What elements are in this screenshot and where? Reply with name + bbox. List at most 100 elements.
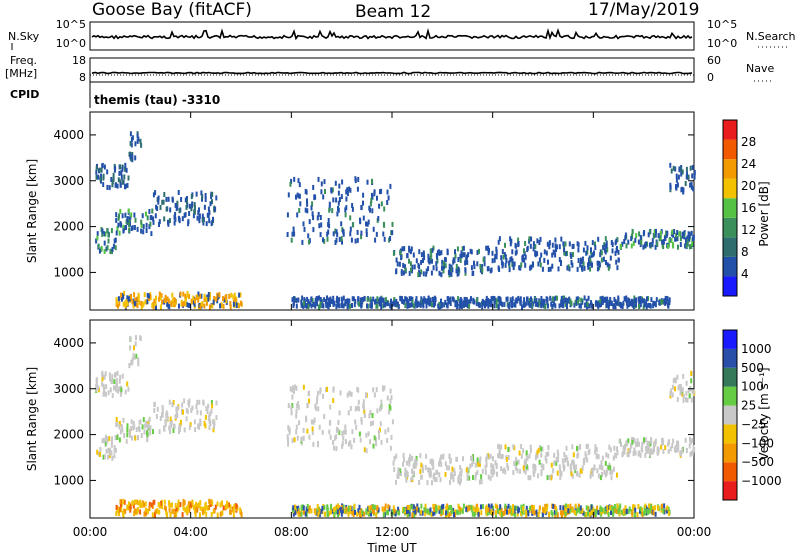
scatter-mark — [325, 299, 327, 304]
scatter-mark — [291, 387, 294, 393]
scatter-mark — [547, 303, 549, 309]
scatter-mark — [375, 231, 378, 237]
scatter-mark — [351, 303, 353, 308]
date-title: 17/May/2019 — [588, 0, 700, 20]
scatter-mark — [408, 296, 411, 302]
scatter-mark — [417, 507, 420, 513]
scatter-mark — [319, 303, 322, 309]
scatter-mark — [630, 236, 633, 242]
scatter-mark — [432, 474, 435, 480]
scatter-mark — [379, 406, 381, 412]
scatter-mark — [335, 504, 338, 510]
scatter-mark — [497, 295, 500, 301]
scatter-mark — [480, 504, 482, 510]
scatter-mark — [342, 295, 345, 301]
scatter-mark — [656, 241, 659, 247]
scatter-mark — [565, 503, 567, 509]
scatter-mark — [148, 416, 151, 422]
scatter-mark — [523, 460, 526, 466]
scatter-mark — [523, 297, 526, 303]
scatter-mark — [566, 250, 568, 256]
scatter-mark — [477, 507, 480, 513]
scatter-mark — [370, 303, 373, 309]
scatter-mark — [298, 182, 301, 188]
scatter-mark — [366, 303, 368, 309]
scatter-mark — [536, 238, 539, 244]
scatter-mark — [646, 508, 649, 514]
scatter-mark — [127, 386, 130, 392]
scatter-mark — [516, 511, 519, 517]
scatter-mark — [413, 264, 416, 270]
scatter-mark — [606, 505, 609, 510]
scatter-mark — [188, 398, 191, 404]
scatter-mark — [499, 504, 502, 510]
scatter-mark — [323, 238, 326, 244]
scatter-mark — [411, 468, 413, 474]
scatter-mark — [479, 461, 481, 467]
scatter-mark — [360, 417, 363, 423]
scatter-mark — [693, 169, 696, 175]
scatter-mark — [327, 218, 330, 223]
scatter-mark — [581, 508, 584, 514]
scatter-mark — [198, 399, 201, 405]
scatter-mark — [519, 468, 522, 474]
scatter-mark — [137, 357, 140, 363]
scatter-mark — [176, 200, 179, 206]
scatter-mark — [493, 299, 496, 305]
scatter-mark — [442, 503, 445, 509]
scatter-mark — [634, 237, 637, 243]
scatter-mark — [469, 248, 472, 254]
scatter-mark — [425, 299, 428, 305]
scatter-mark — [338, 197, 341, 202]
scatter-mark — [363, 409, 366, 415]
scatter-mark — [586, 301, 589, 307]
scatter-mark — [604, 506, 607, 512]
scatter-mark — [354, 176, 357, 182]
scatter-mark — [542, 302, 545, 308]
scatter-mark — [198, 213, 201, 219]
scatter-mark — [495, 246, 498, 252]
scatter-mark — [504, 254, 507, 260]
scatter-mark — [317, 440, 319, 446]
scatter-mark — [668, 297, 671, 303]
scatter-mark — [118, 386, 121, 392]
scatter-mark — [188, 402, 191, 408]
colorbar-tick-label: −500 — [741, 455, 774, 469]
scatter-mark — [692, 186, 695, 192]
scatter-mark — [529, 505, 532, 511]
scatter-mark — [347, 410, 350, 416]
scatter-mark — [594, 241, 596, 247]
scatter-mark — [103, 386, 105, 392]
scatter-mark — [448, 505, 451, 511]
scatter-mark — [107, 390, 110, 396]
scatter-mark — [321, 505, 324, 511]
scatter-mark — [133, 301, 136, 307]
scatter-mark — [540, 452, 543, 458]
scatter-mark — [456, 304, 459, 310]
scatter-mark — [474, 462, 477, 468]
scatter-mark — [676, 182, 679, 188]
scatter-mark — [451, 466, 454, 472]
scatter-mark — [398, 510, 401, 516]
scatter-mark — [117, 303, 119, 309]
scatter-mark — [152, 192, 155, 198]
scatter-mark — [178, 303, 180, 309]
scatter-mark — [156, 206, 159, 211]
scatter-mark — [386, 438, 389, 443]
scatter-mark — [585, 454, 588, 460]
scatter-mark — [352, 296, 355, 302]
scatter-mark — [411, 475, 414, 481]
scatter-mark — [508, 267, 511, 273]
nsky-left-tick-top: 10^5 — [56, 18, 86, 31]
scatter-mark — [134, 499, 137, 505]
scatter-mark — [187, 302, 190, 308]
scatter-mark — [455, 456, 458, 462]
scatter-mark — [577, 258, 580, 263]
scatter-mark — [370, 197, 373, 203]
scatter-mark — [597, 454, 600, 460]
scatter-mark — [418, 249, 421, 255]
scatter-mark — [355, 424, 358, 430]
scatter-mark — [393, 300, 396, 306]
scatter-mark — [420, 503, 423, 509]
